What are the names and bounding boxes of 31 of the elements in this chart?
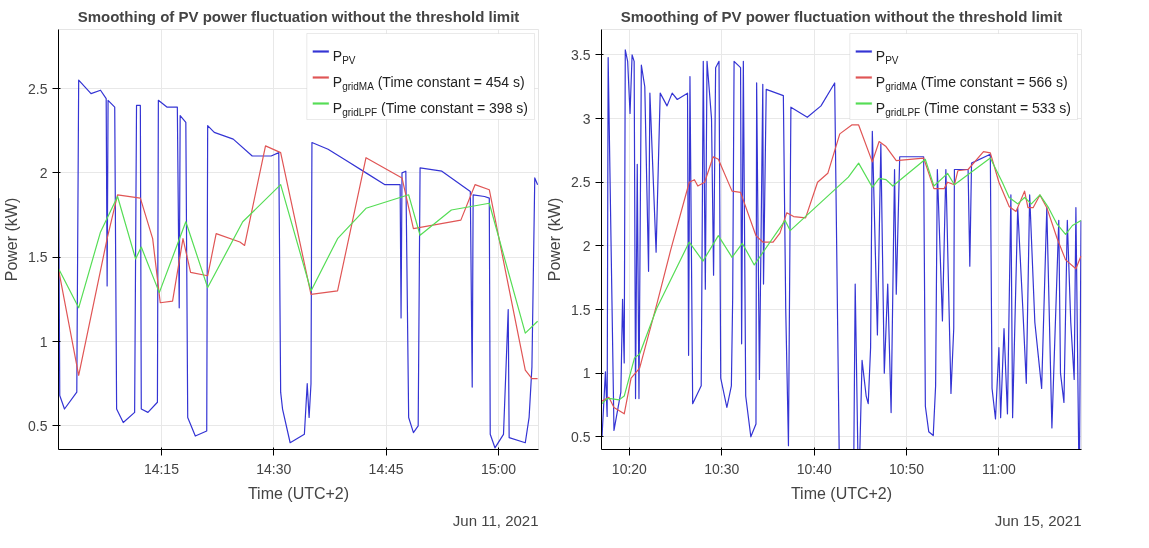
x-tick-label: 14:30 [256,460,292,477]
y-tick-label: 1.5 [28,249,48,266]
y-tick-label: 2 [582,237,591,254]
x-tick-label: 10:20 [611,460,648,477]
y-tick-label: 1.5 [571,301,591,318]
x-tick-label: 14:15 [143,460,180,477]
x-axis-title: Time (UTC+2) [247,484,350,502]
line-series [58,184,539,334]
y-tick-label: 2 [39,164,48,181]
y-tick-label: 1 [39,333,48,350]
chart-title: Smoothing of PV power fluctuation without the threshold limit [620,7,1063,25]
y-tick-label: 2.5 [571,174,591,191]
x-tick-label: 14:45 [368,460,404,477]
y-axis-title: Power (kW) [3,197,21,282]
x-tick-label: 15:00 [480,460,517,477]
text: Jun 11, 2021 [452,511,539,529]
x-tick-label: 10:30 [704,460,740,477]
x-tick-label: 11:00 [981,460,1017,477]
line-series [58,145,539,380]
y-tick-label: 0.5 [28,417,48,434]
y-tick-label: 3.5 [571,46,591,63]
x-axis-title: Time (UTC+2) [790,484,893,502]
text: Jun 15, 2021 [994,511,1082,529]
y-tick-label: 0.5 [571,428,591,445]
x-tick-label: 10:40 [796,460,832,477]
chart-title: Smoothing of PV power fluctuation without the threshold limit [77,7,520,25]
y-tick-label: 2.5 [28,80,48,97]
x-tick-label: 10:50 [889,460,925,477]
y-tick-label: 1 [582,365,591,382]
y-axis-title: Power (kW) [546,197,564,282]
y-tick-label: 3 [582,110,591,127]
